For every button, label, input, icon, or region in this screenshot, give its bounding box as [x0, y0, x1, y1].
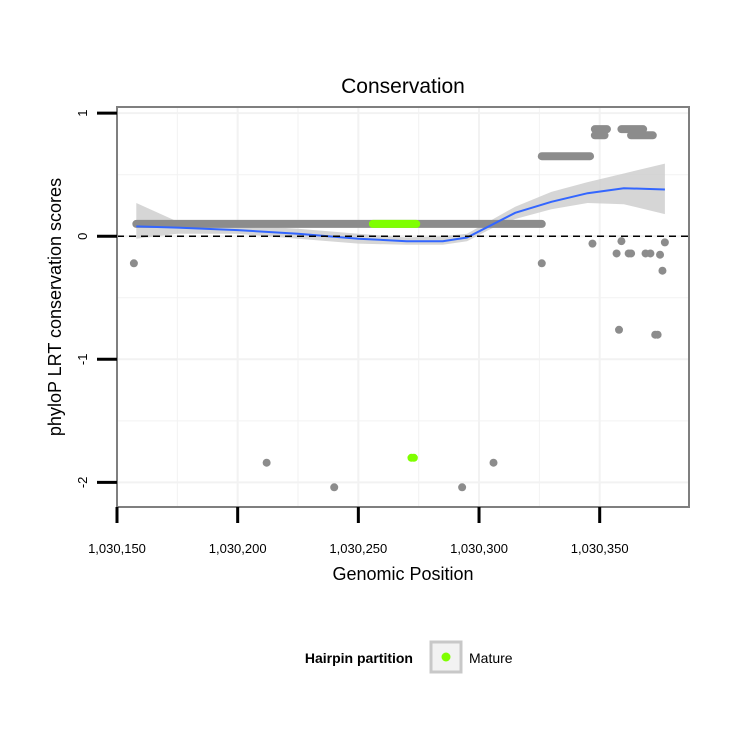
data-point [537, 259, 546, 268]
x-axis-title: Genomic Position [332, 564, 473, 584]
legend-key-mature-dot [441, 652, 451, 662]
plot-area: 1,030,150 1,030,200 1,030,250 1,030,300 1,03… [75, 106, 690, 556]
data-point [489, 458, 498, 467]
x-tick-label: 1,030,300 [450, 541, 508, 556]
y-axis-title: phyloP LRT conservation scores [45, 178, 65, 436]
plot-panel-border [116, 106, 690, 508]
x-tick-label: 1,030,250 [329, 541, 387, 556]
plot-panel-background [117, 107, 689, 507]
legend: Hairpin partition Mature [305, 640, 513, 674]
smooth-confidence-band [136, 163, 665, 245]
data-point [262, 458, 271, 467]
data-point [653, 330, 662, 339]
x-tick-label: 1,030,350 [571, 541, 629, 556]
smooth-trend-line [136, 187, 665, 243]
y-tick-label: -2 [75, 477, 90, 489]
data-point [129, 259, 138, 268]
legend-title: Hairpin partition [305, 650, 413, 666]
data-point [627, 249, 636, 258]
y-tick-label: 1 [75, 110, 90, 117]
x-tick-label: 1,030,200 [209, 541, 267, 556]
chart-title: Conservation [341, 75, 465, 98]
data-point [658, 266, 667, 275]
y-tick-label: 0 [75, 233, 90, 240]
mature-data-point [409, 453, 418, 462]
data-point [656, 250, 665, 259]
data-point [330, 483, 339, 492]
data-point [458, 483, 467, 492]
data-point [660, 238, 669, 247]
data-point [612, 249, 621, 258]
x-tick-label: 1,030,150 [88, 541, 146, 556]
y-tick-label: -1 [75, 354, 90, 366]
data-point [615, 325, 624, 334]
data-point [588, 239, 597, 248]
legend-label-mature: Mature [469, 650, 513, 666]
data-point [646, 249, 655, 258]
data-point [617, 237, 626, 246]
